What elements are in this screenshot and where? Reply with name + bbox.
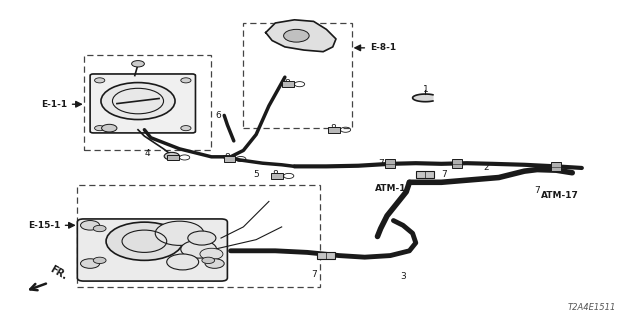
Text: 7: 7	[442, 170, 447, 179]
Text: 4: 4	[145, 149, 150, 158]
Bar	[328, 127, 340, 132]
Text: 7: 7	[534, 186, 540, 195]
Text: E-15-1: E-15-1	[28, 221, 60, 230]
Bar	[77, 186, 320, 287]
Circle shape	[205, 259, 224, 268]
Circle shape	[81, 259, 100, 268]
Circle shape	[200, 248, 223, 260]
Circle shape	[93, 257, 106, 264]
Text: 5: 5	[253, 170, 259, 179]
Circle shape	[180, 240, 216, 258]
Bar	[317, 252, 335, 259]
Text: 6: 6	[215, 111, 221, 120]
Polygon shape	[413, 94, 433, 102]
Circle shape	[188, 231, 216, 245]
Circle shape	[167, 254, 198, 270]
Text: E-1-1: E-1-1	[42, 100, 68, 109]
Text: FR.: FR.	[49, 264, 69, 282]
FancyBboxPatch shape	[90, 74, 195, 133]
Text: 8: 8	[169, 152, 175, 161]
Bar	[168, 155, 179, 160]
Circle shape	[156, 221, 204, 245]
Text: ATM-17: ATM-17	[374, 184, 412, 193]
Bar	[452, 159, 463, 168]
Bar	[271, 173, 283, 179]
Bar	[551, 162, 561, 171]
Bar	[282, 81, 294, 87]
Text: T2A4E1511: T2A4E1511	[567, 303, 616, 312]
Circle shape	[202, 257, 214, 264]
Text: 3: 3	[400, 272, 406, 281]
Text: 8: 8	[330, 124, 335, 132]
Circle shape	[180, 78, 191, 83]
Text: 2: 2	[483, 164, 489, 172]
Text: 7: 7	[311, 270, 317, 279]
Text: ATM-17: ATM-17	[541, 191, 579, 200]
Bar	[84, 55, 211, 150]
Bar	[417, 171, 435, 178]
Circle shape	[93, 225, 106, 232]
Text: 8: 8	[225, 153, 230, 162]
Text: 1: 1	[422, 85, 428, 94]
Polygon shape	[266, 20, 336, 52]
FancyBboxPatch shape	[77, 219, 227, 281]
Circle shape	[106, 222, 182, 260]
Circle shape	[81, 220, 100, 230]
Circle shape	[164, 152, 179, 160]
Text: 8: 8	[284, 79, 290, 88]
Circle shape	[132, 60, 145, 67]
Text: 8: 8	[273, 170, 278, 179]
Bar	[243, 23, 352, 128]
Circle shape	[101, 83, 175, 120]
Circle shape	[95, 125, 105, 131]
Text: 7: 7	[378, 159, 383, 168]
Circle shape	[180, 125, 191, 131]
Circle shape	[95, 78, 105, 83]
Text: E-8-1: E-8-1	[370, 43, 396, 52]
Bar	[385, 159, 396, 168]
Circle shape	[284, 29, 309, 42]
Circle shape	[102, 124, 117, 132]
Bar	[223, 156, 235, 162]
